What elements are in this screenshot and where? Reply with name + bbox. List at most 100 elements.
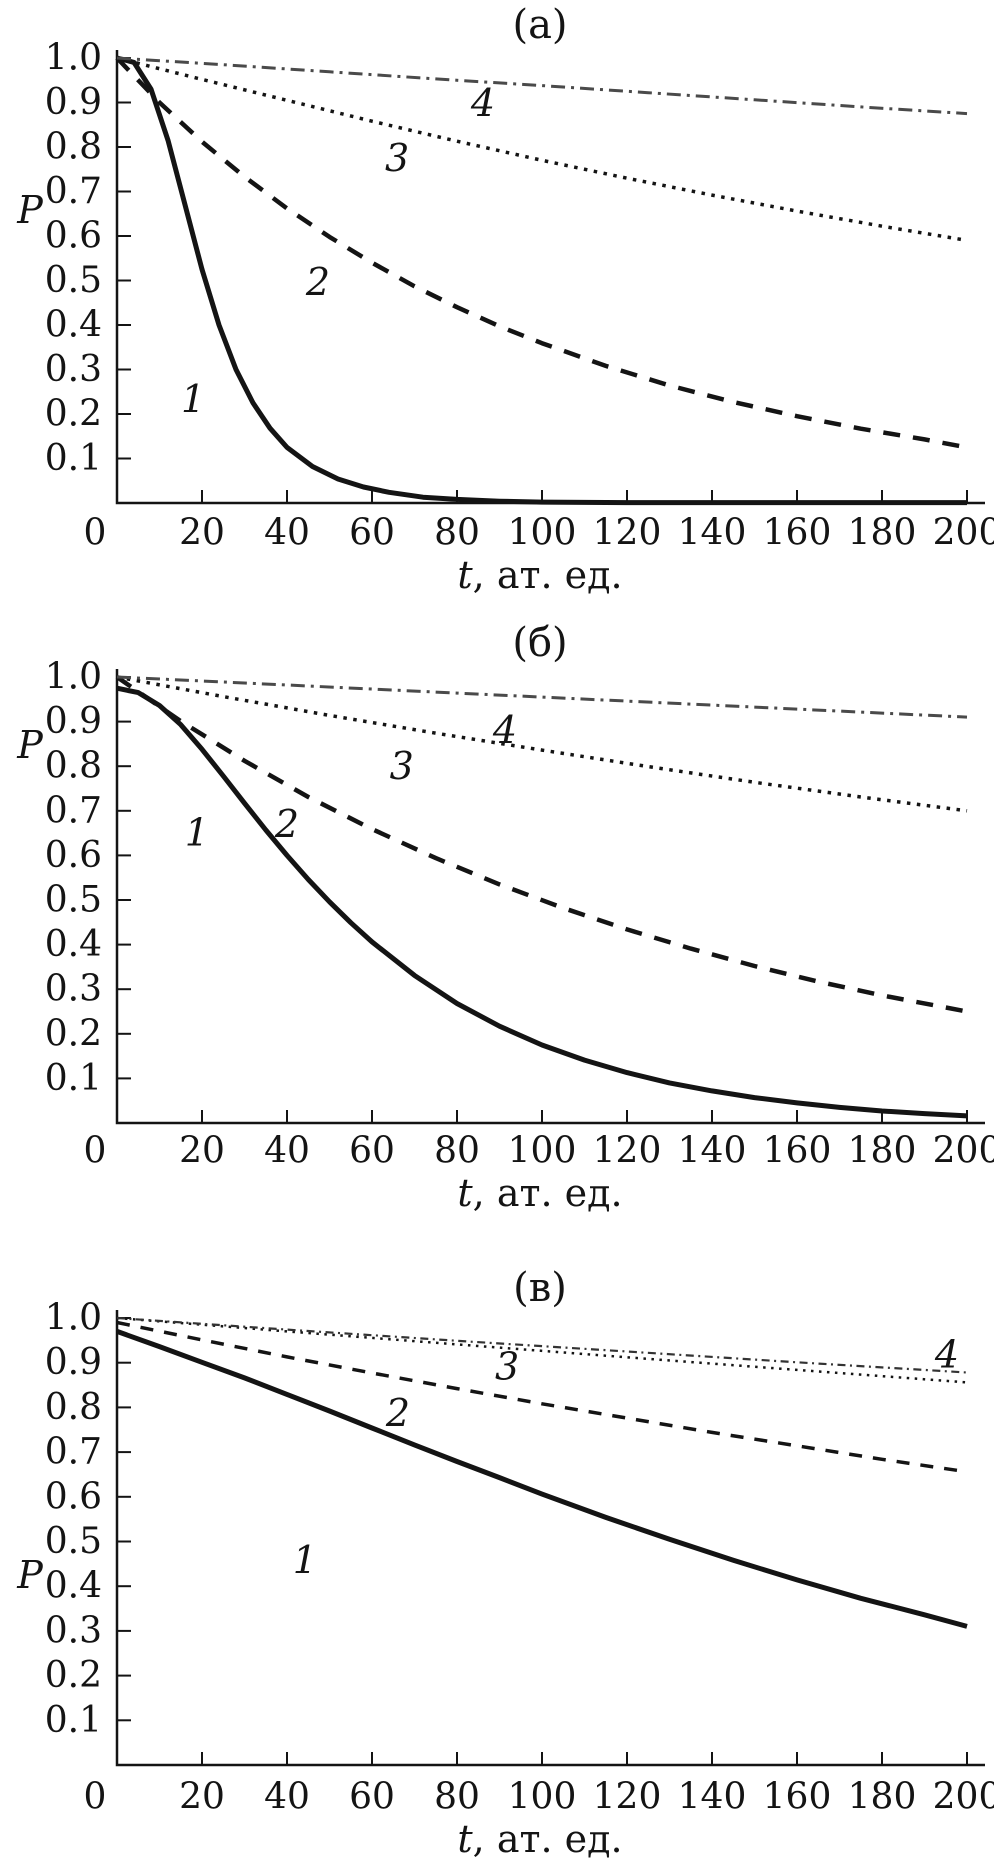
axes-v (115, 1310, 985, 1767)
curve-label-2-b: 2 (274, 802, 299, 846)
y-tick-label-b: 0.3 (45, 969, 102, 1010)
x-tick-label-a: 120 (593, 513, 662, 554)
curve-label-4-b: 4 (492, 708, 517, 752)
x-axis-label-v: t, ат. ед. (457, 1817, 622, 1861)
panel-a: (а) 0.10.20.30.40.50.60.70.80.91.0 0 20 40 60… (16, 2, 994, 597)
y-tick-label-a: 0.7 (45, 171, 102, 212)
x-axis-label-a: t, ат. ед. (457, 553, 622, 597)
y-tick-label-a: 0.8 (45, 127, 102, 168)
x-tick-label-b: 60 (349, 1131, 395, 1172)
x-tick-label-b: 160 (763, 1131, 832, 1172)
x-tick-label-b: 120 (593, 1131, 662, 1172)
x-tick-label-v: 100 (508, 1777, 577, 1818)
y-tick-label-b: 0.5 (45, 880, 102, 921)
panel-title-a: (а) (512, 2, 567, 48)
x-tick-label-b: 40 (264, 1131, 310, 1172)
y-tick-label-b: 0.4 (45, 924, 102, 965)
y-tick-label-b: 0.8 (45, 746, 102, 787)
x-tick-label-b: 140 (678, 1131, 747, 1172)
x-tick-label-v: 80 (434, 1777, 480, 1818)
y-tick-label-v: 0.5 (45, 1521, 102, 1562)
x-tick-label-v: 0 (84, 1777, 107, 1818)
y-tick-label-a: 0.2 (45, 394, 102, 435)
x-tick-label-a: 160 (763, 513, 832, 554)
y-tick-label-v: 0.3 (45, 1610, 102, 1651)
y-tick-label-a: 0.6 (45, 216, 102, 257)
curve-label-2-a: 2 (305, 260, 330, 304)
x-tick-label-v: 200 (933, 1777, 994, 1818)
x-tick-label-v: 180 (848, 1777, 917, 1818)
curve-label-1-a: 1 (181, 377, 205, 421)
x-tick-label-v: 160 (763, 1777, 832, 1818)
y-tick-label-a: 0.9 (45, 82, 102, 123)
x-tick-label-v: 40 (264, 1777, 310, 1818)
x-tick-label-v: 20 (179, 1777, 225, 1818)
x-tick-label-b: 180 (848, 1131, 917, 1172)
x-tick-label-b: 20 (179, 1131, 225, 1172)
x-tick-label-a: 20 (179, 513, 225, 554)
curve-4-v-dashdot (116, 1316, 968, 1374)
y-tick-label-b: 1.0 (45, 657, 102, 698)
x-tick-label-a: 40 (264, 513, 310, 554)
curve-label-1-v: 1 (293, 1538, 317, 1582)
x-tick-label-b: 80 (434, 1131, 480, 1172)
x-tick-label-b: 100 (508, 1131, 577, 1172)
x-tick-label-a: 200 (933, 513, 994, 554)
y-tick-label-a: 0.3 (45, 349, 102, 390)
x-tick-label-a: 140 (678, 513, 747, 554)
x-tick-label-a: 80 (434, 513, 480, 554)
y-tick-label-v: 0.7 (45, 1432, 102, 1473)
y-tick-label-v: 1.0 (45, 1298, 102, 1339)
curve-2-a-dashed (115, 56, 968, 450)
curve-1-a-solid (116, 55, 967, 506)
curve-4-a-dashdot (116, 56, 968, 116)
x-tick-label-b: 0 (84, 1131, 107, 1172)
curve-label-3-v: 3 (495, 1344, 519, 1388)
panel-b: (б) 0.10.20.30.40.50.60.70.80.91.0 0 20 40 60… (16, 620, 994, 1215)
curve-label-3-b: 3 (390, 744, 414, 788)
y-tick-label-a: 0.4 (45, 305, 102, 346)
y-tick-label-b: 0.6 (45, 835, 102, 876)
x-tick-label-v: 120 (593, 1777, 662, 1818)
y-tick-label-v: 0.1 (45, 1700, 102, 1741)
y-tick-label-b: 0.2 (45, 1013, 102, 1054)
y-tick-label-b: 0.1 (45, 1058, 102, 1099)
curve-label-4-v: 4 (934, 1333, 959, 1377)
x-tick-label-a: 180 (848, 513, 917, 554)
curve-label-3-a: 3 (385, 136, 409, 180)
curve-1-b-solid (116, 685, 968, 1119)
x-tick-label-a: 0 (84, 513, 107, 554)
curve-3-b-dotted (116, 675, 968, 813)
y-tick-label-v: 0.2 (45, 1655, 102, 1696)
panel-title-v: (в) (513, 1265, 567, 1311)
y-axis-label-v: P (16, 1553, 44, 1597)
x-tick-label-v: 60 (349, 1777, 395, 1818)
y-axis-label-a: P (16, 188, 44, 232)
y-tick-label-v: 0.4 (45, 1566, 102, 1607)
x-tick-label-a: 60 (349, 513, 395, 554)
y-tick-label-a: 0.1 (45, 438, 102, 479)
y-tick-label-v: 0.9 (45, 1342, 102, 1383)
x-tick-label-v: 140 (678, 1777, 747, 1818)
curve-2-b-dashed (115, 675, 968, 1014)
y-tick-label-a: 0.5 (45, 260, 102, 301)
y-tick-label-b: 0.7 (45, 790, 102, 831)
curve-4-b-dashdot (116, 675, 968, 719)
curve-label-1-b: 1 (185, 811, 209, 855)
curve-3-v-dotted (116, 1316, 968, 1384)
curve-2-v-dashed (116, 1320, 968, 1474)
x-tick-label-a: 100 (508, 513, 577, 554)
curve-label-2-v: 2 (385, 1391, 410, 1435)
x-axis-label-b: t, ат. ед. (457, 1171, 622, 1215)
y-axis-label-b: P (16, 723, 44, 767)
y-tick-label-v: 0.8 (45, 1387, 102, 1428)
panel-v: (в) 0.10.20.30.40.50.60.70.80.91.0 0 20 40 60… (16, 1265, 994, 1861)
panel-title-b: (б) (512, 620, 567, 666)
y-tick-label-a: 1.0 (45, 38, 102, 79)
x-tick-label-b: 200 (933, 1131, 994, 1172)
y-tick-label-b: 0.9 (45, 701, 102, 742)
y-tick-label-v: 0.6 (45, 1476, 102, 1517)
